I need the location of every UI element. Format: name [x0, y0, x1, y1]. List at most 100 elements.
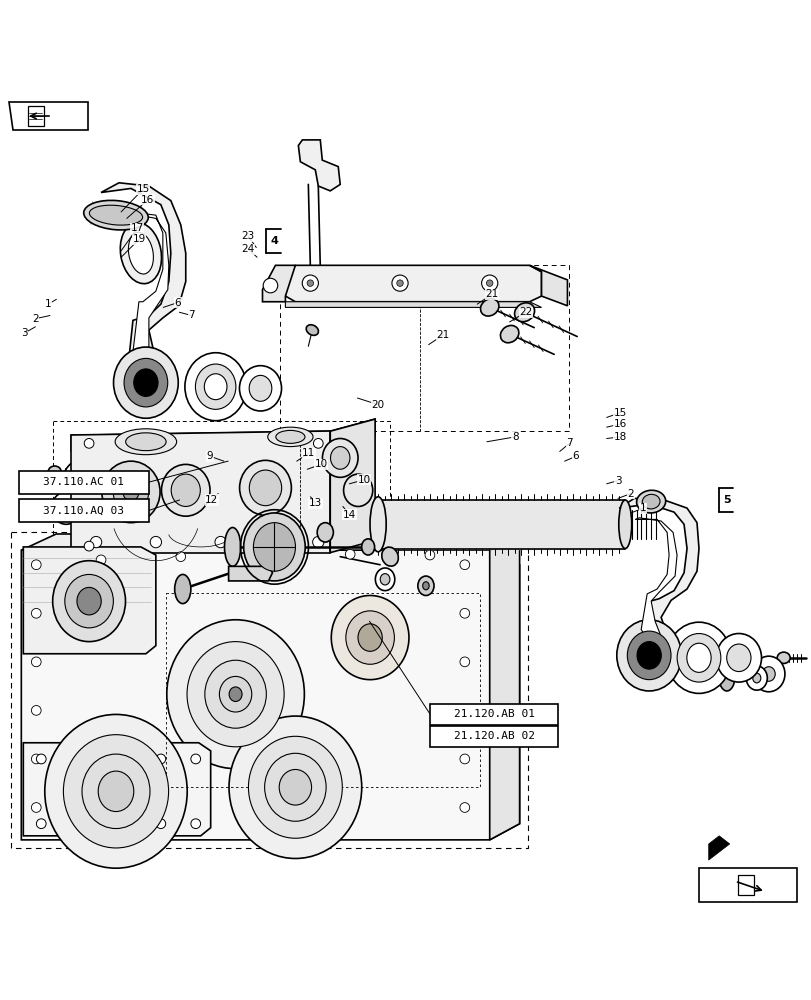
Ellipse shape — [48, 466, 61, 477]
Circle shape — [32, 657, 41, 667]
Text: 9: 9 — [207, 451, 213, 461]
Text: 15: 15 — [613, 408, 626, 418]
Ellipse shape — [370, 497, 386, 552]
Text: 16: 16 — [613, 419, 626, 429]
Circle shape — [32, 706, 41, 715]
Bar — [430, 704, 557, 725]
Ellipse shape — [253, 523, 295, 571]
Text: 22: 22 — [518, 307, 532, 317]
Ellipse shape — [249, 375, 272, 401]
Text: 6: 6 — [174, 298, 181, 308]
Bar — [19, 499, 148, 522]
Text: 23: 23 — [242, 231, 255, 241]
Ellipse shape — [60, 501, 72, 515]
Ellipse shape — [62, 458, 110, 510]
Text: 21.120.AB 01: 21.120.AB 01 — [453, 709, 534, 719]
Polygon shape — [285, 265, 541, 302]
Circle shape — [32, 560, 41, 570]
Text: 37.110.AC 01: 37.110.AC 01 — [43, 477, 124, 487]
Polygon shape — [378, 500, 624, 549]
Ellipse shape — [122, 483, 139, 501]
Polygon shape — [71, 431, 330, 553]
Ellipse shape — [249, 470, 281, 506]
Ellipse shape — [161, 464, 210, 516]
Ellipse shape — [239, 460, 291, 515]
Polygon shape — [619, 498, 698, 670]
Ellipse shape — [229, 687, 242, 701]
Circle shape — [392, 275, 408, 291]
Ellipse shape — [636, 490, 665, 513]
Circle shape — [76, 754, 86, 764]
Polygon shape — [21, 550, 519, 840]
Polygon shape — [262, 265, 295, 302]
Circle shape — [459, 803, 469, 812]
Text: 20: 20 — [371, 400, 384, 410]
Ellipse shape — [276, 430, 305, 443]
Ellipse shape — [752, 656, 784, 692]
Circle shape — [32, 608, 41, 618]
Circle shape — [32, 754, 41, 764]
Circle shape — [150, 536, 161, 548]
Ellipse shape — [776, 652, 789, 663]
Ellipse shape — [375, 568, 394, 591]
Ellipse shape — [480, 299, 498, 316]
Ellipse shape — [637, 642, 660, 669]
Circle shape — [459, 608, 469, 618]
Text: 1: 1 — [639, 503, 646, 513]
Ellipse shape — [166, 620, 304, 769]
Text: 13: 13 — [308, 498, 322, 508]
Circle shape — [191, 754, 200, 764]
Circle shape — [397, 280, 403, 286]
Ellipse shape — [618, 500, 631, 549]
Circle shape — [116, 754, 126, 764]
Ellipse shape — [317, 523, 333, 542]
Polygon shape — [298, 140, 340, 191]
Circle shape — [459, 560, 469, 570]
Ellipse shape — [204, 374, 227, 400]
Polygon shape — [634, 518, 676, 647]
Ellipse shape — [134, 369, 158, 396]
Ellipse shape — [380, 574, 389, 585]
Circle shape — [274, 536, 285, 548]
Text: 21: 21 — [484, 289, 498, 299]
Ellipse shape — [343, 474, 372, 506]
Ellipse shape — [361, 539, 374, 555]
Ellipse shape — [89, 205, 143, 225]
Ellipse shape — [243, 513, 305, 581]
Circle shape — [486, 280, 492, 286]
Ellipse shape — [745, 666, 766, 690]
Text: 17: 17 — [131, 223, 144, 233]
Ellipse shape — [239, 366, 281, 411]
Ellipse shape — [219, 676, 251, 712]
Polygon shape — [28, 106, 44, 126]
Ellipse shape — [101, 461, 160, 523]
Circle shape — [116, 819, 126, 829]
Ellipse shape — [74, 471, 98, 497]
Circle shape — [36, 754, 46, 764]
Text: 11: 11 — [302, 448, 315, 458]
Circle shape — [312, 536, 324, 548]
Text: 7: 7 — [188, 310, 195, 320]
Ellipse shape — [279, 769, 311, 805]
Ellipse shape — [666, 622, 731, 693]
Text: 2: 2 — [627, 489, 633, 499]
Polygon shape — [10, 102, 88, 130]
Ellipse shape — [726, 644, 750, 672]
Circle shape — [263, 278, 277, 293]
Text: 1: 1 — [45, 299, 52, 309]
Circle shape — [481, 275, 497, 291]
Ellipse shape — [686, 643, 710, 672]
Circle shape — [307, 280, 313, 286]
Polygon shape — [330, 419, 375, 553]
Text: 18: 18 — [613, 432, 626, 442]
Circle shape — [36, 819, 46, 829]
Ellipse shape — [322, 438, 358, 477]
Circle shape — [176, 552, 186, 562]
Ellipse shape — [82, 754, 150, 829]
Text: 4: 4 — [270, 236, 278, 246]
Ellipse shape — [84, 200, 148, 230]
Circle shape — [90, 536, 101, 548]
Text: 14: 14 — [342, 510, 355, 520]
Ellipse shape — [418, 576, 434, 595]
Text: 21.120.AB 02: 21.120.AB 02 — [453, 731, 534, 741]
